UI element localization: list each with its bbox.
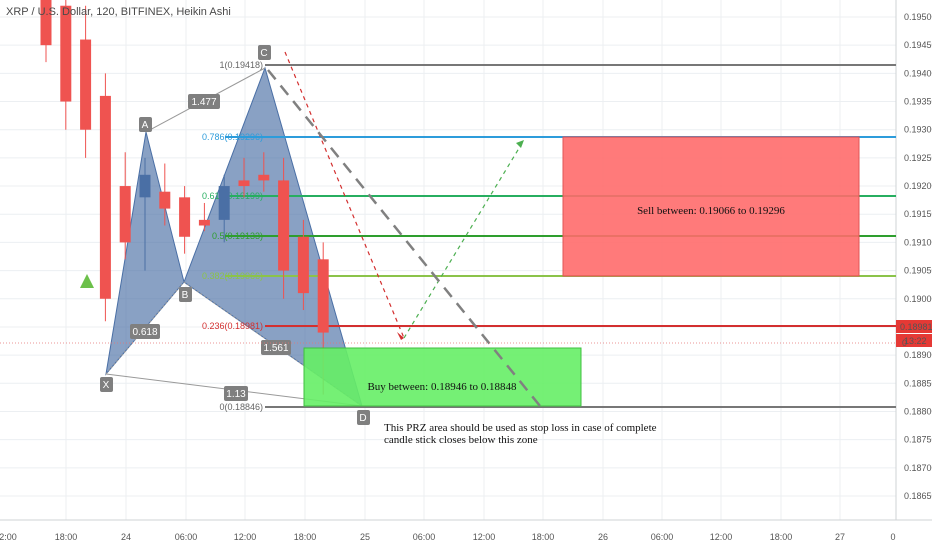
- candle-body: [60, 5, 72, 102]
- ratio-labels: 1.477 0.618 1.561 1.13: [130, 94, 291, 401]
- candle-body: [139, 174, 151, 198]
- time-tick-label: 12:00: [473, 532, 496, 542]
- fib-label-0618: 0.618(0.19199): [202, 191, 263, 201]
- prz-note-line1: This PRZ area should be used as stop los…: [384, 422, 657, 434]
- time-tick-label: 25: [360, 532, 370, 542]
- fib-label-0: 0(0.18846): [219, 402, 263, 412]
- point-box-a: [139, 117, 152, 132]
- chart-title: XRP / U.S. Dollar, 120, BITFINEX, Heikin…: [6, 6, 231, 18]
- time-tick-label: 06:00: [413, 532, 436, 542]
- ratio-box-113: [224, 386, 248, 401]
- candle-body: [159, 191, 171, 209]
- time-tick-label: 06:00: [175, 532, 198, 542]
- candle-body: [179, 197, 191, 237]
- candle-body: [238, 180, 250, 187]
- time-tick-label: 24: [121, 532, 131, 542]
- candles[interactable]: [40, 0, 329, 395]
- time-tick-label: 18:00: [294, 532, 317, 542]
- fib-label-05: 0.5(0.19133): [212, 231, 263, 241]
- ratio-box-1477: [188, 94, 220, 109]
- time-tick-label: 18:00: [55, 532, 78, 542]
- projection-green-dashed: [403, 139, 525, 339]
- candle-body: [99, 95, 111, 299]
- fib-levels[interactable]: 1(0.19418) 0.786(0.19296) 0.618(0.19199)…: [202, 60, 896, 412]
- ratio-box-1561: [261, 340, 291, 355]
- time-tick-label: 18:00: [532, 532, 555, 542]
- fib-label-0382: 0.382(0.19066): [202, 271, 263, 281]
- candle-body: [317, 259, 329, 333]
- point-label-a: A: [142, 120, 149, 131]
- fib-label-0786: 0.786(0.19296): [202, 132, 263, 142]
- arrowhead-red-icon: [397, 332, 404, 340]
- partial-price-tick: 0: [902, 338, 907, 348]
- candle-body: [119, 186, 131, 243]
- candle-body: [40, 0, 52, 46]
- time-tick-label: 18:00: [770, 532, 793, 542]
- candle-body: [198, 219, 210, 226]
- point-label-c: C: [260, 48, 267, 59]
- countdown-badge: [896, 334, 932, 347]
- ratio-box-0618: [130, 324, 160, 339]
- ratio-0618: 0.618: [132, 327, 157, 338]
- fib-label-0236: 0.236(0.18981): [202, 321, 263, 331]
- point-box-d: [357, 410, 370, 425]
- point-box-c: [258, 45, 271, 60]
- candle-body: [218, 186, 230, 220]
- arrowhead-green-icon: [516, 140, 524, 148]
- point-box-x: [100, 377, 113, 392]
- ratio-1477: 1.477: [191, 97, 216, 108]
- point-box-b: [179, 287, 192, 302]
- countdown-value: 13:22: [904, 336, 927, 346]
- time-tick-label: 12:00: [234, 532, 257, 542]
- time-tick-label: 12:00: [710, 532, 733, 542]
- fib-label-1: 1(0.19418): [219, 60, 263, 70]
- sell-zone-label: Sell between: 0.19066 to 0.19296: [637, 205, 785, 217]
- time-tick-label: 0: [890, 532, 895, 542]
- last-price-value: 0.18981: [900, 322, 932, 332]
- buy-zone-label: Buy between: 0.18946 to 0.18848: [367, 381, 517, 393]
- time-tick-label: 27: [835, 532, 845, 542]
- price-axis-bg: [896, 0, 932, 550]
- ratio-113: 1.13: [226, 389, 246, 400]
- projection-red-dashed: [284, 51, 405, 339]
- time-tick-label: 26: [598, 532, 608, 542]
- time-tick-label: 06:00: [651, 532, 674, 542]
- candle-body: [80, 39, 92, 130]
- prz-note-line2: candle stick closes below this zone: [384, 434, 538, 446]
- pattern-point-labels[interactable]: X A B C D: [100, 45, 370, 425]
- time-tick-label: 2:00: [0, 532, 17, 542]
- last-price-badge: [896, 320, 932, 333]
- point-label-d: D: [359, 413, 366, 424]
- candle-body: [278, 180, 290, 271]
- candle-body: [258, 174, 270, 181]
- projection-gray-dashed: [267, 69, 541, 407]
- up-arrow-icon: [80, 274, 94, 288]
- buy-zone-box[interactable]: [303, 347, 582, 407]
- ratio-1561: 1.561: [263, 343, 288, 354]
- time-axis-ticks: 2:00 18:00 24 06:00 12:00 18:00 25 06:00 12:00 18…: [0, 532, 896, 542]
- point-label-b: B: [182, 290, 189, 301]
- point-label-x: X: [103, 380, 110, 391]
- candle-body: [297, 236, 309, 294]
- sell-zone-box[interactable]: [562, 136, 860, 277]
